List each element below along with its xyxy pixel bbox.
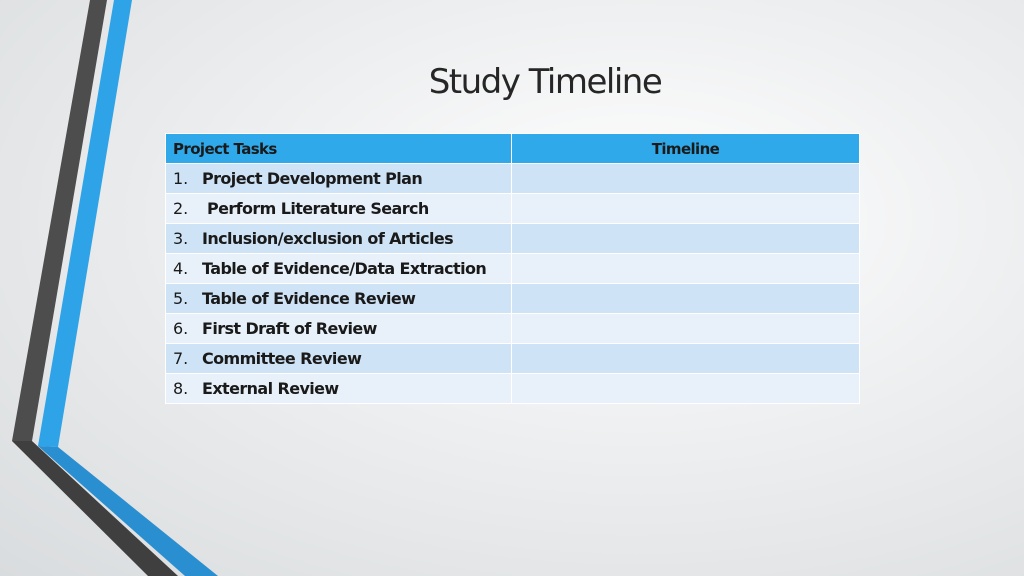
task-label: Table of Evidence/Data Extraction xyxy=(202,259,487,278)
table-row: 5. Table of Evidence Review xyxy=(165,283,860,314)
task-number: 8. xyxy=(173,379,189,398)
timeline-cell xyxy=(511,313,860,344)
task-cell: 6. First Draft of Review xyxy=(165,313,512,344)
timeline-cell xyxy=(511,343,860,374)
timeline-cell xyxy=(511,163,860,194)
header-timeline: Timeline xyxy=(511,133,860,164)
blue-stripe-lower xyxy=(38,446,218,576)
task-number: 1. xyxy=(173,169,189,188)
task-label: Project Development Plan xyxy=(202,169,423,188)
task-cell: 2. Perform Literature Search xyxy=(165,193,512,224)
task-label: Perform Literature Search xyxy=(202,199,429,218)
task-label: First Draft of Review xyxy=(202,319,377,338)
table-row: 4. Table of Evidence/Data Extraction xyxy=(165,253,860,284)
task-number: 3. xyxy=(173,229,189,248)
table-row: 3. Inclusion/exclusion of Articles xyxy=(165,223,860,254)
table-row: 8. External Review xyxy=(165,373,860,404)
task-label: Table of Evidence Review xyxy=(202,289,416,308)
task-label: Inclusion/exclusion of Articles xyxy=(202,229,454,248)
task-cell: 1. Project Development Plan xyxy=(165,163,512,194)
timeline-cell xyxy=(511,283,860,314)
task-cell: 5. Table of Evidence Review xyxy=(165,283,512,314)
task-cell: 7. Committee Review xyxy=(165,343,512,374)
timeline-cell xyxy=(511,193,860,224)
task-number: 6. xyxy=(173,319,189,338)
table-row: 1. Project Development Plan xyxy=(165,163,860,194)
task-cell: 4. Table of Evidence/Data Extraction xyxy=(165,253,512,284)
task-cell: 3. Inclusion/exclusion of Articles xyxy=(165,223,512,254)
task-label: Committee Review xyxy=(202,349,362,368)
timeline-cell xyxy=(511,223,860,254)
task-cell: 8. External Review xyxy=(165,373,512,404)
slide-title: Study Timeline xyxy=(428,62,663,102)
table-row: 2. Perform Literature Search xyxy=(165,193,860,224)
task-number: 7. xyxy=(173,349,189,368)
dark-stripe-upper xyxy=(12,0,107,441)
task-number: 2. xyxy=(173,199,189,218)
table-row: 6. First Draft of Review xyxy=(165,313,860,344)
table-row: 7. Committee Review xyxy=(165,343,860,374)
task-label: External Review xyxy=(202,379,339,398)
table-header-row: Project Tasks Timeline xyxy=(165,133,860,164)
task-number: 5. xyxy=(173,289,189,308)
dark-stripe-lower xyxy=(12,441,178,576)
task-number: 4. xyxy=(173,259,189,278)
timeline-cell xyxy=(511,253,860,284)
header-project-tasks: Project Tasks xyxy=(165,133,512,164)
study-timeline-table: Project Tasks Timeline 1. Project Develop… xyxy=(165,133,860,404)
blue-stripe-upper xyxy=(38,0,132,447)
timeline-cell xyxy=(511,373,860,404)
